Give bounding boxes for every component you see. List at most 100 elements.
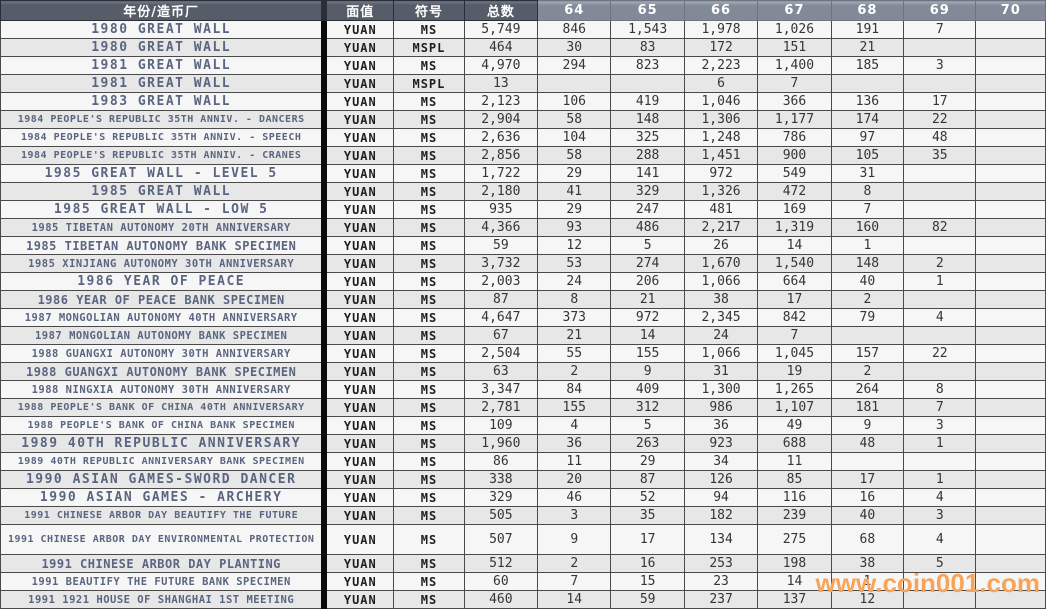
denomination-cell: YUAN bbox=[321, 272, 395, 291]
grade-68-count-cell: 16 bbox=[830, 488, 905, 507]
designation-cell: MSPL bbox=[393, 38, 465, 57]
designation-cell: MS bbox=[393, 362, 465, 381]
grade-70-count-cell bbox=[975, 308, 1046, 327]
grade-67-count-cell: 842 bbox=[757, 308, 832, 327]
table-row: 1990 ASIAN GAMES - ARCHERY YUAN MS 329 46 52 9… bbox=[0, 488, 1046, 507]
grade-66-count-cell: 34 bbox=[683, 452, 759, 471]
grade-64-count-cell: 106 bbox=[537, 92, 612, 111]
grade-68-count-cell: 79 bbox=[830, 308, 905, 327]
designation-cell: MS bbox=[393, 416, 465, 435]
grade-66-count-cell: 1,300 bbox=[683, 380, 759, 399]
grade-64-count-cell: 55 bbox=[537, 344, 612, 363]
grade-68-count-cell: 136 bbox=[830, 92, 905, 111]
grade-64-count-cell: 373 bbox=[537, 308, 612, 327]
designation-cell: MS bbox=[393, 524, 465, 555]
table-row: 1990 ASIAN GAMES-SWORD DANCER YUAN MS 338 20… bbox=[0, 470, 1046, 489]
grade-64-count-cell: 12 bbox=[537, 236, 612, 255]
grade-67-count-cell: 19 bbox=[757, 362, 832, 381]
grade-69-count-cell bbox=[903, 572, 977, 591]
total-count-cell: 60 bbox=[463, 572, 539, 591]
total-count-cell: 2,003 bbox=[463, 272, 539, 291]
grade-68-count-cell: 185 bbox=[830, 56, 905, 75]
grade-64-count-cell: 104 bbox=[537, 128, 612, 147]
grade-68-count-cell: 40 bbox=[830, 272, 905, 291]
grade-68-count-cell: 12 bbox=[830, 590, 905, 609]
grade-65-count-cell: 206 bbox=[610, 272, 685, 291]
grade-64-count-cell: 29 bbox=[537, 164, 612, 183]
grade-70-count-cell bbox=[975, 146, 1046, 165]
total-count-cell: 87 bbox=[463, 290, 539, 309]
table-row: 1988 NINGXIA AUTONOMY 30TH ANNIVERSARY YU… bbox=[0, 380, 1046, 399]
grade-67-count-cell: 116 bbox=[757, 488, 832, 507]
denomination-cell: YUAN bbox=[321, 290, 395, 309]
grade-68-count-cell: 160 bbox=[830, 218, 905, 237]
total-count-cell: 13 bbox=[463, 74, 539, 93]
coin-name: 1984 PEOPLE'S REPUBLIC 35TH ANNIV. - CRA… bbox=[0, 146, 325, 165]
column-header-g65: 65 bbox=[610, 0, 685, 21]
grade-70-count-cell bbox=[975, 128, 1046, 147]
column-header-name: 年份/造币厂 bbox=[0, 0, 325, 21]
grade-67-count-cell: 1,177 bbox=[757, 110, 832, 129]
total-count-cell: 2,504 bbox=[463, 344, 539, 363]
grade-66-count-cell: 2,223 bbox=[683, 56, 759, 75]
column-header-denom: 面值 bbox=[321, 0, 395, 21]
grade-69-count-cell: 35 bbox=[903, 146, 977, 165]
denomination-cell: YUAN bbox=[321, 380, 395, 399]
designation-cell: MS bbox=[393, 182, 465, 201]
grade-69-count-cell: 1 bbox=[903, 434, 977, 453]
grade-65-count-cell: 5 bbox=[610, 236, 685, 255]
total-count-cell: 464 bbox=[463, 38, 539, 57]
table-row: 1986 YEAR OF PEACE BANK SPECIMEN YUAN MS 87… bbox=[0, 290, 1046, 309]
total-count-cell: 4,647 bbox=[463, 308, 539, 327]
denomination-cell: YUAN bbox=[321, 554, 395, 573]
grade-70-count-cell bbox=[975, 92, 1046, 111]
denomination-cell: YUAN bbox=[321, 506, 395, 525]
grade-67-count-cell: 7 bbox=[757, 326, 832, 345]
designation-cell: MS bbox=[393, 56, 465, 75]
total-count-cell: 63 bbox=[463, 362, 539, 381]
grade-65-count-cell: 52 bbox=[610, 488, 685, 507]
grade-67-count-cell: 1,045 bbox=[757, 344, 832, 363]
grade-66-count-cell: 6 bbox=[683, 74, 759, 93]
grade-65-count-cell: 329 bbox=[610, 182, 685, 201]
grade-66-count-cell: 1,066 bbox=[683, 344, 759, 363]
coin-name: 1991 1921 HOUSE OF SHANGHAI 1ST MEETING bbox=[0, 590, 325, 609]
designation-cell: MS bbox=[393, 146, 465, 165]
grade-65-count-cell: 312 bbox=[610, 398, 685, 417]
grade-69-count-cell: 17 bbox=[903, 92, 977, 111]
grade-70-count-cell bbox=[975, 38, 1046, 57]
grade-69-count-cell bbox=[903, 164, 977, 183]
column-header-g69: 69 bbox=[903, 0, 977, 21]
grade-64-count-cell: 3 bbox=[537, 506, 612, 525]
designation-cell: MS bbox=[393, 110, 465, 129]
table-row: 1983 GREAT WALL YUAN MS 2,123 106 419 1,046 366… bbox=[0, 92, 1046, 111]
grade-68-count-cell: 1 bbox=[830, 572, 905, 591]
grade-69-count-cell: 22 bbox=[903, 344, 977, 363]
denomination-cell: YUAN bbox=[321, 56, 395, 75]
grade-70-count-cell bbox=[975, 554, 1046, 573]
designation-cell: MS bbox=[393, 590, 465, 609]
table-row: 1981 GREAT WALL YUAN MS 4,970 294 823 2,223 1,4… bbox=[0, 56, 1046, 75]
coin-name: 1980 GREAT WALL bbox=[0, 20, 325, 39]
table-row: 1989 40TH REPUBLIC ANNIVERSARY YUAN MS 1,96… bbox=[0, 434, 1046, 453]
designation-cell: MS bbox=[393, 554, 465, 573]
total-count-cell: 2,123 bbox=[463, 92, 539, 111]
grade-66-count-cell: 972 bbox=[683, 164, 759, 183]
grade-64-count-cell: 41 bbox=[537, 182, 612, 201]
grade-67-count-cell: 49 bbox=[757, 416, 832, 435]
table-row: 1988 PEOPLE'S BANK OF CHINA BANK SPECIME… bbox=[0, 416, 1046, 435]
grade-70-count-cell bbox=[975, 398, 1046, 417]
grade-65-count-cell: 17 bbox=[610, 524, 685, 555]
grade-64-count-cell: 155 bbox=[537, 398, 612, 417]
grade-68-count-cell: 9 bbox=[830, 416, 905, 435]
designation-cell: MS bbox=[393, 200, 465, 219]
grade-64-count-cell: 11 bbox=[537, 452, 612, 471]
grade-64-count-cell: 2 bbox=[537, 362, 612, 381]
coin-name: 1988 GUANGXI AUTONOMY BANK SPECIMEN bbox=[0, 362, 325, 381]
grade-66-count-cell: 31 bbox=[683, 362, 759, 381]
total-count-cell: 4,970 bbox=[463, 56, 539, 75]
grade-67-count-cell: 472 bbox=[757, 182, 832, 201]
designation-cell: MS bbox=[393, 344, 465, 363]
grade-70-count-cell bbox=[975, 452, 1046, 471]
